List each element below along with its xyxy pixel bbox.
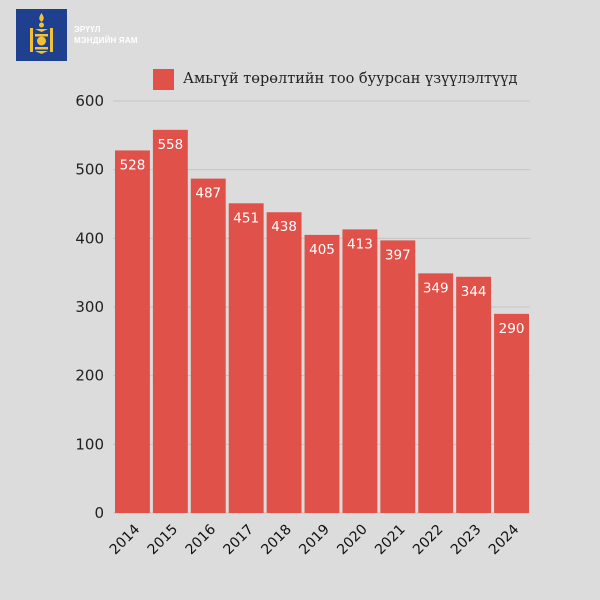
bar	[190, 178, 226, 514]
x-tick-label: 2019	[296, 522, 333, 559]
legend-label: Амьгүй төрөлтийн тоо буурсан үзүүлэлтүүд	[183, 71, 518, 87]
organization-name: ЭРҮҮЛ МЭНДИЙН ЯАМ	[74, 24, 138, 46]
legend-swatch	[153, 68, 174, 90]
bar	[152, 129, 188, 513]
data-label: 290	[499, 321, 525, 337]
data-label: 344	[461, 284, 487, 300]
y-tick-label: 400	[75, 229, 104, 247]
y-tick-label: 300	[75, 298, 104, 316]
bar	[342, 229, 378, 513]
bar	[115, 150, 150, 513]
x-tick-label: 2024	[486, 521, 523, 558]
data-labels: 528 558 487 451 438 405 413 397 349 344 290	[120, 137, 525, 337]
bar	[456, 276, 492, 513]
bar	[266, 212, 302, 514]
data-label: 451	[233, 210, 259, 226]
x-tick-label: 2018	[258, 522, 295, 559]
data-label: 397	[385, 247, 411, 263]
y-tick-label: 200	[75, 367, 104, 385]
x-tick-label: 2014	[107, 521, 144, 558]
y-axis-ticks: 0 100 200 300 400 500 600	[75, 92, 104, 522]
x-tick-label: 2022	[410, 522, 447, 559]
bar	[304, 234, 340, 513]
logo	[16, 9, 67, 61]
y-tick-label: 500	[75, 161, 104, 179]
y-tick-label: 100	[75, 435, 104, 453]
data-label: 405	[309, 242, 335, 258]
y-tick-label: 600	[75, 92, 104, 110]
bar	[380, 240, 416, 514]
x-tick-label: 2017	[220, 522, 257, 559]
x-tick-label: 2021	[372, 522, 409, 559]
chart-legend: Амьгүй төрөлтийн тоо буурсан үзүүлэлтүүд	[153, 68, 517, 90]
bars	[115, 129, 529, 514]
y-tick-label: 0	[94, 504, 104, 522]
data-label: 349	[423, 280, 449, 296]
bar	[418, 273, 454, 513]
x-axis-ticks: 2014 2015 2016 2017 2018 2019 2020 2021 2022 2023…	[107, 521, 523, 558]
bar	[228, 203, 264, 513]
data-label: 528	[120, 157, 146, 173]
data-label: 413	[347, 236, 373, 252]
ministry-name-line2: МЭНДИЙН ЯАМ	[74, 36, 138, 45]
x-tick-label: 2023	[448, 522, 485, 559]
bar	[494, 313, 529, 513]
x-tick-label: 2020	[334, 522, 371, 559]
x-tick-label: 2015	[145, 522, 182, 559]
soyombo-emblem-icon	[30, 13, 53, 54]
ministry-name-line1: ЭРҮҮЛ	[74, 25, 101, 34]
data-label: 438	[271, 219, 297, 235]
data-label: 487	[195, 186, 221, 202]
x-tick-label: 2016	[183, 521, 220, 558]
data-label: 558	[157, 137, 183, 153]
